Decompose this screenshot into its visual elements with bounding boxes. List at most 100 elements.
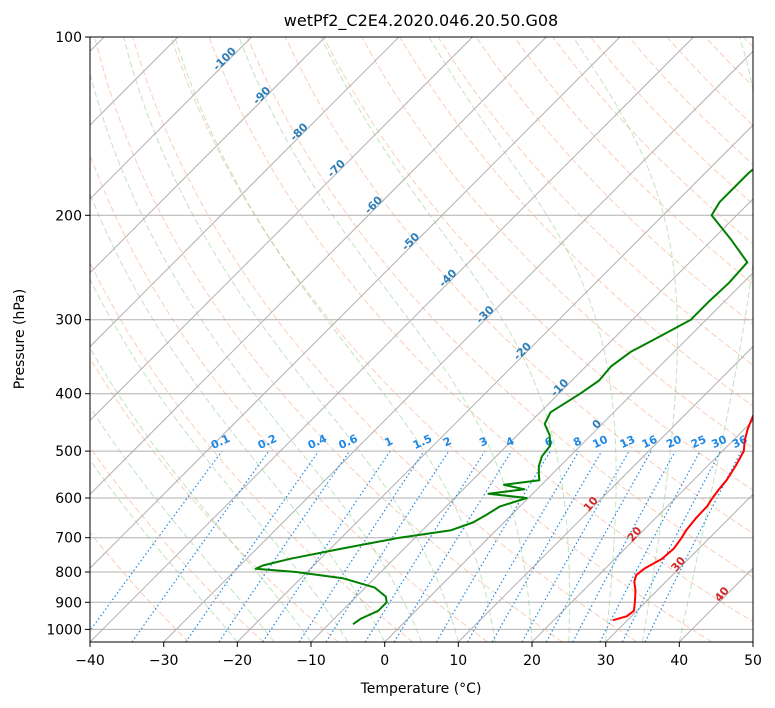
mixing-ratio-line [185, 450, 320, 642]
dry-adiabat [90, 153, 488, 642]
y-tick-label: 200 [55, 208, 82, 224]
mixing-ratio-label: 30 [709, 433, 729, 451]
chart-title: wetPf2_C2E4.2020.046.20.50.G08 [284, 11, 558, 31]
mixing-ratio-label: 25 [689, 433, 708, 451]
x-tick-label: 20 [523, 653, 541, 669]
isotherm [384, 272, 753, 642]
mixing-ratio-label: 13 [618, 433, 637, 451]
mixing-ratio-line [364, 450, 486, 642]
moist-adiabat [238, 37, 533, 642]
mixing-ratio-label: 3 [477, 434, 489, 449]
dry-adiabat-label: 10 [581, 494, 601, 514]
mixing-ratio-label: 1 [383, 434, 395, 449]
isotherm [90, 37, 400, 348]
isotherm [605, 493, 753, 642]
moist-adiabat [90, 459, 238, 642]
dry-adiabat [90, 446, 264, 642]
dry-adiabat [132, 37, 638, 642]
profiles [254, 167, 753, 626]
isotherm [752, 641, 753, 642]
moist-adiabat [174, 37, 496, 642]
dewpoint-line [254, 167, 753, 626]
moist-adiabat [678, 37, 753, 642]
mixing-ratio-line [435, 450, 551, 642]
isotherm [90, 37, 621, 569]
moist-adiabat [90, 278, 349, 642]
mixing-ratio-line [572, 450, 676, 642]
moist-adiabat [123, 37, 459, 642]
pressure-grid [90, 36, 753, 630]
mixing-ratio-line [218, 450, 351, 642]
isotherm [531, 419, 753, 642]
x-axis-title: Temperature (°C) [360, 681, 482, 697]
mixing-ratio-line [90, 450, 223, 632]
dry-adiabat [90, 531, 190, 642]
moist-adiabat [320, 37, 570, 642]
isotherm [678, 567, 753, 642]
dry-adiabat [94, 37, 563, 642]
y-tick-label: 600 [55, 491, 82, 507]
y-tick-label: 1000 [46, 622, 82, 638]
dry-adiabat [246, 37, 753, 578]
mixing-ratio-label: 0.1 [209, 432, 232, 452]
dry-adiabat [208, 37, 753, 623]
mixing-ratio-line [393, 450, 513, 642]
isotherm-label: -60 [362, 193, 385, 216]
mixing-ratio-line [298, 450, 425, 642]
moist-adiabat [90, 71, 422, 642]
dry-adiabat [590, 37, 753, 205]
x-tick-label: −10 [296, 653, 326, 669]
dry-adiabat [170, 37, 712, 642]
mixing-ratio-line [644, 450, 742, 642]
isotherm-label: -80 [287, 120, 310, 143]
mixing-ratio-label: 10 [591, 433, 611, 451]
isotherm [90, 37, 326, 274]
dry-adiabat-label: 20 [625, 524, 645, 544]
isotherm-label: -20 [511, 339, 534, 362]
y-tick-label: 800 [55, 565, 82, 581]
x-tick-label: 50 [744, 653, 762, 669]
mixing-ratio-label: 8 [571, 434, 583, 449]
x-tick-label: 30 [597, 653, 615, 669]
dry-adiabat [666, 37, 753, 126]
isotherm-label: -70 [325, 157, 348, 180]
x-tick-label: −40 [75, 653, 105, 669]
y-tick-label: 900 [55, 595, 82, 611]
isotherm [457, 345, 753, 642]
dry-adiabat [361, 37, 753, 449]
moist-adiabat [428, 37, 617, 642]
dry-adiabat [475, 37, 753, 325]
dry-adiabat [742, 37, 753, 48]
moist-adiabat [90, 406, 275, 642]
mixing-ratio-line [521, 450, 630, 642]
y-tick-label: 300 [55, 313, 82, 329]
dry-adiabat-label: 40 [712, 584, 732, 604]
temperature-line [612, 413, 753, 622]
isotherm-label: -100 [210, 44, 239, 73]
plot-frame [89, 36, 754, 643]
background-lines [90, 37, 753, 642]
isotherm [163, 50, 753, 642]
y-tick-label: 700 [55, 531, 82, 547]
mixing-ratio-label: 16 [640, 433, 660, 451]
dry-adiabat [704, 37, 753, 87]
mixing-ratio-label: 20 [664, 433, 684, 451]
x-tick-label: −20 [223, 653, 253, 669]
y-tick-label: 400 [55, 387, 82, 403]
x-tick-label: 40 [670, 653, 688, 669]
mixing-ratio-line [262, 450, 391, 642]
mixing-ratio-line [325, 450, 450, 642]
y-tick-label: 100 [55, 30, 82, 46]
dry-adiabat [284, 37, 753, 535]
x-tick-label: 10 [449, 653, 467, 669]
y-tick-label: 500 [55, 444, 82, 460]
dry-adiabat [399, 37, 753, 407]
moist-adiabat [572, 37, 679, 642]
x-tick-label: 0 [380, 653, 389, 669]
x-tick-label: −30 [149, 653, 179, 669]
moist-adiabat [90, 192, 386, 642]
dry-adiabat-label: 30 [668, 554, 688, 574]
isotherm [90, 37, 252, 200]
isotherm-label: -30 [474, 303, 497, 326]
isotherm [90, 37, 473, 422]
